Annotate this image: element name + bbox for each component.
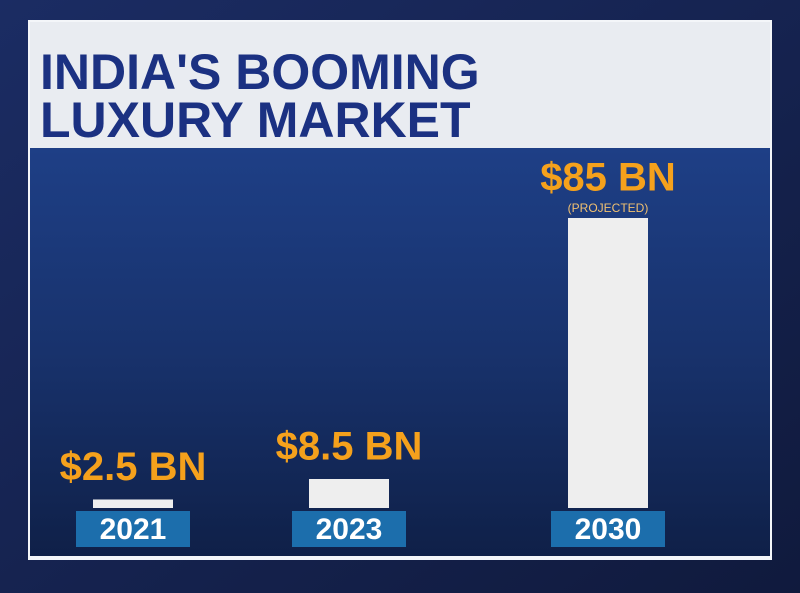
plot: $2.5 BN 2021 $8.5 BN 2023 $85 BN(PROJECTED) 2… — [60, 156, 676, 547]
value-label: $85 BN — [540, 156, 676, 200]
category-box — [551, 511, 665, 547]
bar — [93, 499, 173, 508]
x-tick-label: 2023 — [316, 513, 383, 546]
title-area — [30, 22, 770, 148]
value-label: $2.5 BN — [60, 445, 207, 489]
category-box — [76, 511, 190, 547]
chart-area — [30, 148, 770, 556]
annotation: (PROJECTED) — [568, 201, 649, 215]
chart-title: INDIA'S BOOMING LUXURY MARKET — [40, 44, 480, 148]
value-label: $8.5 BN — [276, 425, 423, 469]
category-box — [292, 511, 406, 547]
x-tick-label: 2030 — [575, 513, 642, 546]
bar — [568, 218, 648, 508]
bar — [309, 479, 389, 508]
x-tick-label: 2021 — [100, 513, 167, 546]
